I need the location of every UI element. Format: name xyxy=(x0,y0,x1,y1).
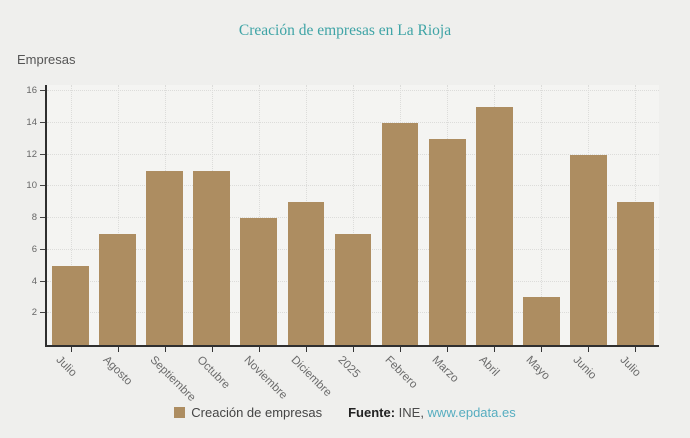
slot-noviembre: Noviembre xyxy=(235,85,289,402)
slot-junio: Junio xyxy=(565,85,612,382)
slot-diciembre: Diciembre xyxy=(282,85,334,399)
x-tick-label: Julio xyxy=(53,354,79,380)
y-tick-mark xyxy=(40,185,45,187)
slot-mayo: Mayo xyxy=(518,85,565,382)
slot-2025: 2025 xyxy=(329,85,376,381)
x-tick-label: Julio xyxy=(617,354,644,380)
bar-octubre[interactable] xyxy=(193,170,231,345)
bar-febrero[interactable] xyxy=(381,123,419,345)
y-tick-label: 8 xyxy=(31,212,37,224)
slot-julio: Julio xyxy=(47,85,94,379)
y-tick-mark xyxy=(40,217,45,219)
source-note: Fuente: INE, www.epdata.es xyxy=(348,405,516,420)
legend-item-creacion-de-empresas[interactable]: Creación de empresas xyxy=(174,405,322,420)
y-tick-mark xyxy=(40,280,45,282)
y-axis-title: Empresas xyxy=(17,52,76,67)
slot-julio: Julio xyxy=(612,85,659,379)
legend-swatch xyxy=(174,407,186,418)
bar-julio[interactable] xyxy=(52,265,89,345)
slot-febrero: Febrero xyxy=(377,85,424,391)
y-tick-mark xyxy=(40,90,45,92)
slot-octubre: Octubre xyxy=(188,85,235,391)
y-tick-mark xyxy=(40,122,45,124)
x-tick-mark xyxy=(588,345,590,352)
source-name: INE, xyxy=(395,405,428,420)
x-tick-label: Abril xyxy=(476,354,502,379)
source-label: Fuente: xyxy=(348,405,396,420)
y-tick-mark xyxy=(40,153,45,155)
x-tick-label: Marzo xyxy=(429,354,461,386)
gridline-x xyxy=(258,85,260,345)
bar-2025[interactable] xyxy=(334,234,372,345)
gridline-x xyxy=(117,85,119,345)
bar-diciembre[interactable] xyxy=(287,202,325,345)
legend-label: Creación de empresas xyxy=(191,405,323,420)
x-tick-mark xyxy=(70,345,72,352)
y-tick-mark xyxy=(40,312,45,314)
x-tick-label: Octubre xyxy=(194,354,232,392)
gridline-x xyxy=(541,85,543,345)
x-tick-mark xyxy=(258,345,260,352)
slot-septiembre: Septiembre xyxy=(141,85,197,404)
x-tick-mark xyxy=(353,345,354,352)
slot-agosto: Agosto xyxy=(94,85,141,388)
x-tick-mark xyxy=(494,345,496,352)
gridline-x xyxy=(70,85,72,345)
x-tick-mark xyxy=(635,345,637,352)
bar-marzo[interactable] xyxy=(428,138,466,345)
bar-septiembre[interactable] xyxy=(146,170,184,345)
bar-julio[interactable] xyxy=(617,202,654,345)
y-tick-label: 14 xyxy=(26,117,37,129)
x-tick-mark xyxy=(305,345,307,352)
plot-area: 2 4 6 8 10 12 14 16 Julio Agosto Septiembre Octubr… xyxy=(26,85,659,404)
x-tick-label: Febrero xyxy=(382,354,420,391)
bar-slots: Julio Agosto Septiembre Octubre Noviembre Dic… xyxy=(47,85,659,404)
x-tick-label: Agosto xyxy=(100,354,134,388)
x-tick-mark xyxy=(117,345,119,352)
x-tick-mark xyxy=(164,345,166,352)
y-tick-mark xyxy=(40,248,45,250)
bar-noviembre[interactable] xyxy=(240,218,278,345)
y-tick-label: 2 xyxy=(31,307,37,319)
x-tick-label: Mayo xyxy=(523,354,553,383)
x-tick-label: Diciembre xyxy=(288,354,334,400)
x-tick-mark xyxy=(211,345,213,352)
x-tick-label: Noviembre xyxy=(241,354,290,402)
legend: Creación de empresas Fuente: INE, www.ep… xyxy=(0,405,690,420)
x-tick-label: Septiembre xyxy=(147,354,198,405)
bar-junio[interactable] xyxy=(570,154,607,345)
x-tick-mark xyxy=(400,345,402,352)
y-tick-label: 4 xyxy=(31,275,37,287)
slot-marzo: Marzo xyxy=(424,85,471,385)
chart-title: Creación de empresas en La Rioja xyxy=(238,22,452,39)
x-tick-mark xyxy=(447,345,449,352)
y-tick-label: 16 xyxy=(26,85,37,97)
y-tick-label: 12 xyxy=(26,148,37,160)
bar-abril[interactable] xyxy=(475,107,513,345)
bar-mayo[interactable] xyxy=(522,297,560,345)
x-tick-mark xyxy=(541,345,543,352)
bar-agosto[interactable] xyxy=(99,234,136,345)
x-tick-label: 2025 xyxy=(335,354,363,381)
y-tick-label: 6 xyxy=(31,243,37,255)
x-tick-label: Junio xyxy=(570,354,599,382)
source-link[interactable]: www.epdata.es xyxy=(427,405,516,420)
slot-abril: Abril xyxy=(471,85,518,379)
y-tick-label: 10 xyxy=(26,180,37,192)
gridline-x xyxy=(353,85,354,345)
